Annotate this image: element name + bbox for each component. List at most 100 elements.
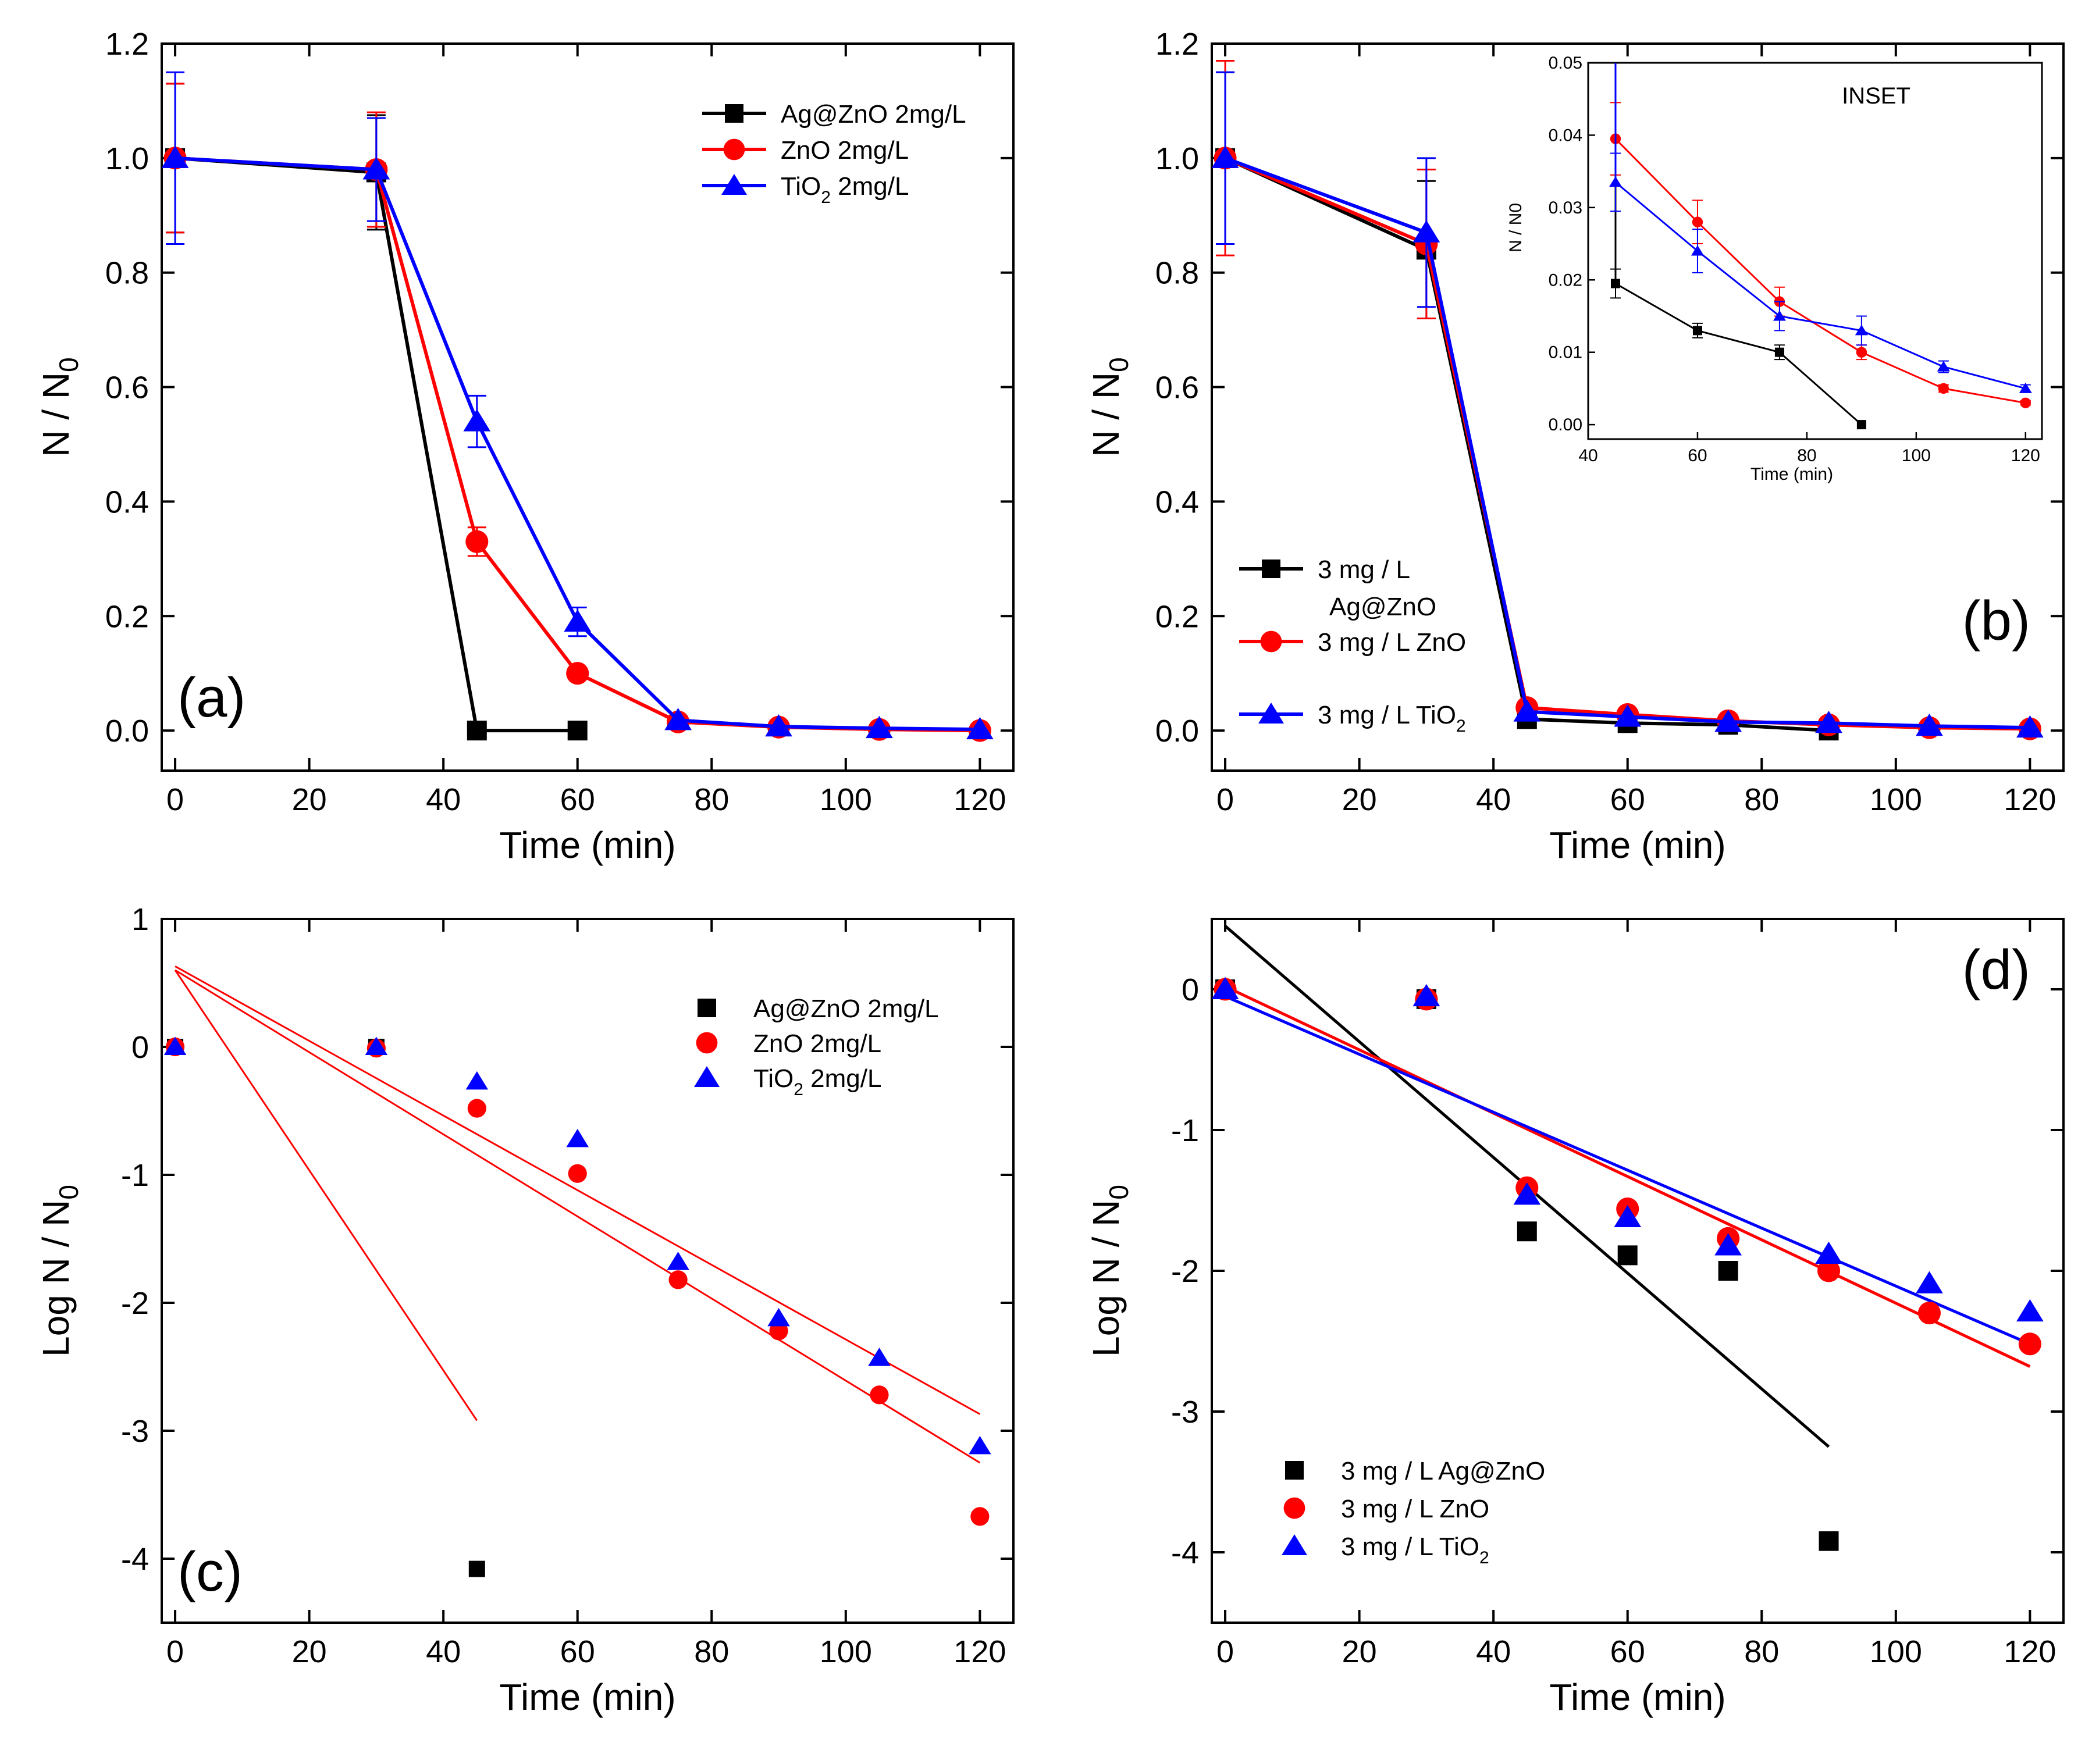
- fit-line: [175, 965, 981, 1415]
- y-axis-label-main: N / N: [1085, 372, 1127, 457]
- legend-label: ZnO 2mg/L: [753, 1029, 881, 1058]
- x-tick-label: 40: [426, 1634, 461, 1669]
- inset-data-point: [1609, 176, 1622, 187]
- x-tick-label: 80: [1744, 782, 1779, 817]
- fit-line: [175, 969, 981, 1464]
- panel-label: (d): [1962, 939, 2030, 1001]
- data-point: [767, 1307, 790, 1327]
- data-point: [970, 1507, 990, 1526]
- y-axis-label-sub: 0: [1104, 1185, 1134, 1200]
- x-tick-label: 60: [1610, 782, 1645, 817]
- y-tick-label: -4: [1171, 1535, 1199, 1570]
- legend-label-sub: 2: [1479, 1548, 1489, 1567]
- y-tick-label: 0.8: [1155, 256, 1199, 291]
- inset-y-tick-label: 0.02: [1549, 270, 1582, 290]
- data-point: [1211, 977, 1239, 999]
- legend-marker: [1282, 1534, 1307, 1555]
- data-point: [1817, 1259, 1841, 1282]
- data-point: [468, 1560, 485, 1577]
- x-tick-label: 0: [1216, 782, 1234, 817]
- inset-data-point: [1692, 326, 1702, 336]
- data-point: [463, 409, 491, 432]
- x-tick-label: 0: [166, 1634, 184, 1669]
- y-tick-label: -1: [121, 1158, 149, 1193]
- fit-line: [1225, 995, 2031, 1346]
- legend-marker: [1258, 703, 1284, 724]
- y-tick-label: 0.0: [105, 714, 149, 749]
- inset-frame: [1587, 62, 2043, 440]
- y-axis-label-main: Log N / N: [1085, 1200, 1127, 1357]
- x-tick-label: 120: [953, 1634, 1006, 1669]
- data-point: [664, 708, 692, 730]
- data-point: [567, 721, 588, 741]
- data-point: [1819, 1531, 1839, 1551]
- series-line: [175, 156, 980, 733]
- data-point: [868, 1348, 891, 1366]
- x-tick-label: 60: [560, 1634, 595, 1669]
- legend-label: Ag@ZnO 2mg/L: [753, 995, 939, 1023]
- data-point: [1916, 713, 1943, 736]
- data-point: [668, 1270, 688, 1289]
- data-point: [465, 530, 489, 553]
- legend-marker: [721, 174, 747, 195]
- fit-line: [174, 970, 478, 1421]
- data-point: [969, 1435, 991, 1455]
- inset-y-tick-label: 0.04: [1549, 126, 1582, 145]
- legend-label: ZnO 2mg/L: [781, 136, 909, 165]
- data-point: [1714, 710, 1742, 732]
- legend-label-rest: 2mg/L: [803, 1064, 882, 1093]
- y-axis-label: N / N0: [1085, 357, 1134, 457]
- x-tick-label: 0: [166, 782, 184, 817]
- inset-x-tick-label: 80: [1797, 446, 1816, 465]
- legend-marker: [1260, 630, 1282, 653]
- inset-data-point: [2020, 397, 2031, 408]
- y-tick-label: 1.0: [1155, 141, 1199, 176]
- data-point: [467, 1099, 486, 1118]
- inset-y-tick-label: 0.01: [1549, 343, 1582, 362]
- y-tick-label: -1: [1171, 1113, 1199, 1148]
- y-tick-label: 1.2: [105, 27, 149, 62]
- y-tick-label: -2: [121, 1286, 149, 1321]
- data-point: [1917, 1302, 1941, 1325]
- y-tick-label: 0.2: [105, 599, 149, 634]
- y-axis-label-sub: 0: [54, 357, 84, 372]
- x-tick-label: 100: [1870, 782, 1922, 817]
- legend-marker: [694, 1066, 720, 1087]
- panel-label: (a): [177, 667, 245, 729]
- y-tick-label: 0: [131, 1030, 149, 1065]
- data-point: [568, 1164, 587, 1183]
- plot-frame: [161, 42, 1015, 772]
- legend-label-main: TiO: [781, 172, 821, 201]
- panel-label: (c): [177, 1541, 243, 1603]
- plot-frame: [1211, 42, 2065, 772]
- legend-label: TiO2 2mg/L: [753, 1064, 881, 1099]
- legend-label-line2: Ag@ZnO: [1329, 593, 1436, 621]
- data-point: [1412, 220, 1440, 243]
- data-point: [1718, 1261, 1738, 1281]
- legend-label-sub: 2: [821, 188, 831, 207]
- legend-marker: [725, 104, 743, 123]
- plot-frame: [161, 918, 1015, 1624]
- data-point: [1517, 1221, 1537, 1242]
- data-point: [1617, 1245, 1638, 1266]
- inset-y-axis-label: N / N0: [1506, 203, 1525, 252]
- y-axis-label: Log N / N0: [1085, 1185, 1134, 1357]
- x-axis-label: Time (min): [499, 824, 675, 866]
- x-tick-label: 100: [820, 782, 872, 817]
- y-tick-label: 0.4: [1155, 484, 1199, 519]
- legend-label: 3 mg / L: [1318, 555, 1410, 584]
- inset-data-point: [1856, 347, 1867, 358]
- legend-label: 3 mg / L ZnO: [1341, 1495, 1489, 1523]
- series-line: [175, 156, 578, 733]
- x-tick-label: 60: [560, 782, 595, 817]
- x-tick-label: 100: [820, 1634, 872, 1669]
- legend-label: 3 mg / L TiO2: [1318, 701, 1466, 736]
- data-point: [1916, 1271, 1943, 1293]
- legend-marker: [1262, 560, 1280, 578]
- legend-label-sub: 2: [794, 1080, 803, 1099]
- y-axis-label-sub: 0: [1104, 357, 1134, 372]
- inset-data-point: [1938, 383, 1949, 394]
- legend-label: 3 mg / L Ag@ZnO: [1341, 1457, 1545, 1485]
- y-tick-label: 0.4: [105, 484, 149, 519]
